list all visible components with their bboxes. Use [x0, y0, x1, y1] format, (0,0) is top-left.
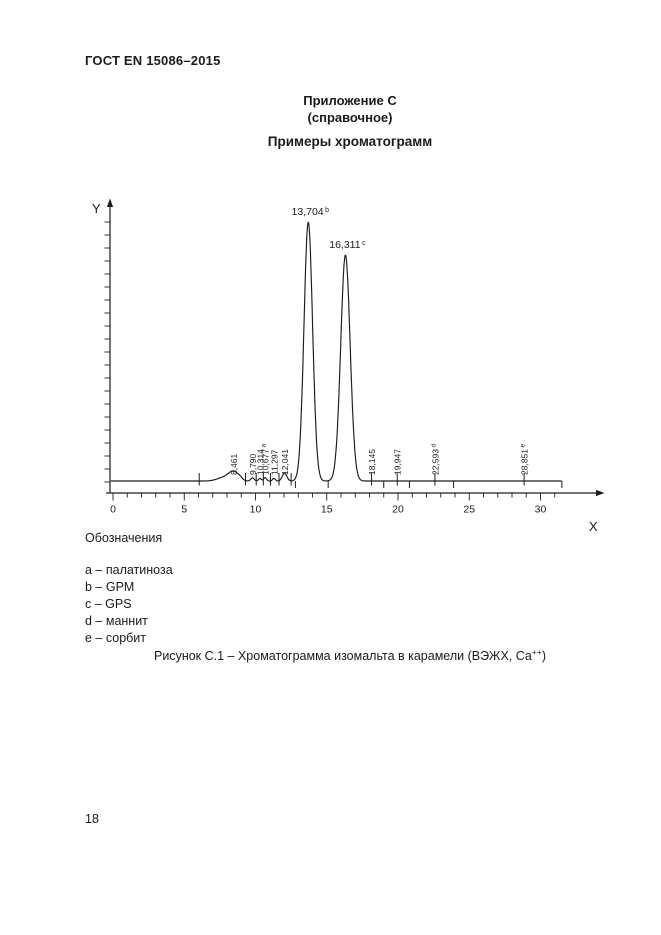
- x-tick-label: 0: [110, 504, 116, 516]
- x-tick-label: 10: [250, 504, 262, 516]
- x-tick-label: 15: [321, 504, 333, 516]
- appendix-title-block: Приложение С (справочное) Примеры хромат…: [35, 92, 661, 150]
- legend-title: Обозначения: [85, 531, 163, 545]
- peak-label-superscript: a: [261, 444, 268, 448]
- x-axis-label: X: [589, 519, 598, 534]
- peak-label-rotated: 22,593d: [430, 444, 440, 476]
- caption-superscript: ++: [531, 647, 542, 657]
- x-tick-label: 25: [463, 504, 475, 516]
- chromatogram-chart: Y X 0 5 10 15 20 25 30 8,461 9,79010,31410,677a11,…: [92, 198, 605, 534]
- x-tick-label: 5: [181, 504, 187, 516]
- peak-label-rotated: 9,790: [248, 453, 258, 475]
- peak-label: 13,704b: [292, 206, 330, 218]
- appendix-subtitle: (справочное): [307, 110, 393, 125]
- peak-label-rotated: 28,851e: [520, 444, 530, 476]
- legend-item: a – палатиноза: [85, 563, 173, 577]
- section-title: Примеры хроматограмм: [267, 134, 433, 149]
- page-number: 18: [85, 812, 99, 826]
- y-axis-arrow: [106, 198, 114, 207]
- appendix-title: Приложение С: [303, 93, 397, 108]
- x-axis-arrow: [596, 489, 605, 497]
- legend-items: a – палатиноза b – GPM c – GPS d – маннит e …: [85, 562, 173, 647]
- caption-suffix: ): [541, 649, 546, 664]
- peak-label-rotated: 12,041: [280, 449, 290, 475]
- caption-text: Рисунок С.1 – Хроматограмма изомальта в …: [154, 649, 532, 664]
- peak-label-rotated: 10,677a: [261, 444, 271, 476]
- peak-label-rotated: 19,947: [393, 449, 403, 475]
- figure-caption: Рисунок С.1 – Хроматограмма изомальта в …: [35, 647, 661, 663]
- peak-label-superscript: e: [520, 444, 527, 448]
- peak-label-rotated: 18,145: [367, 449, 377, 475]
- peak-label-rotated: 11,297: [269, 449, 279, 475]
- peak-label: 16,311 c: [329, 239, 366, 251]
- legend-item: b – GPM: [85, 580, 135, 594]
- legend-item: d – маннит: [85, 614, 148, 628]
- legend-item: c – GPS: [85, 597, 132, 611]
- x-tick-label: 20: [392, 504, 404, 516]
- legend-item: e – сорбит: [85, 631, 147, 645]
- document-header: ГОСТ EN 15086–2015: [85, 53, 221, 68]
- peak-label-rotated: 8,461: [229, 453, 239, 475]
- peak-label-superscript: d: [430, 444, 437, 448]
- x-tick-label: 30: [535, 504, 547, 516]
- peak-label-superscript: c: [362, 240, 366, 247]
- peak-label-superscript: b: [325, 207, 329, 214]
- y-axis-label: Y: [92, 201, 101, 216]
- chromatogram-trace: [110, 221, 562, 482]
- peak-label-rotated: 10,314: [255, 449, 265, 475]
